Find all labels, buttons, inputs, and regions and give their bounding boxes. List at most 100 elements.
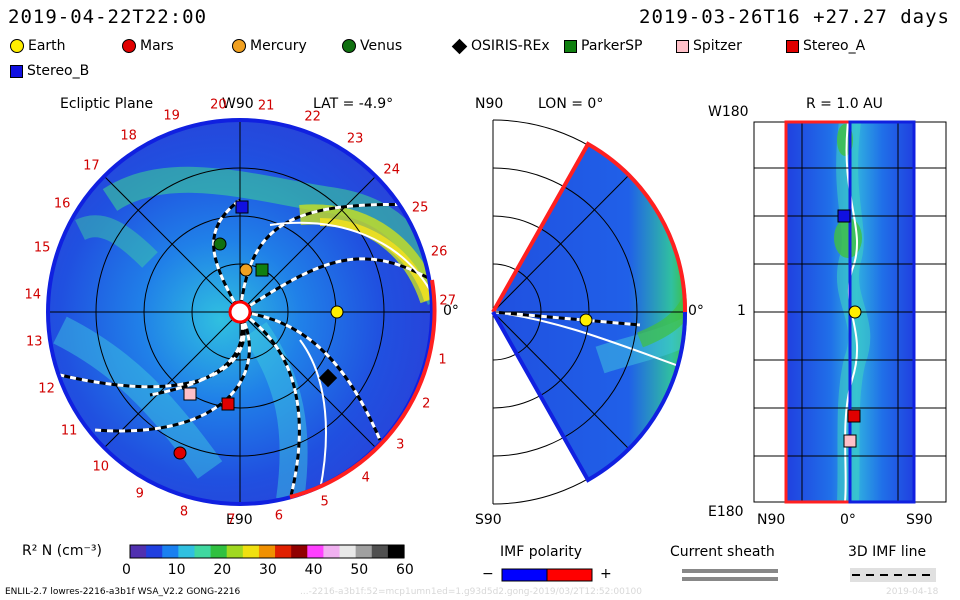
marker-stereo-b bbox=[235, 200, 249, 214]
day-number: 17 bbox=[83, 158, 100, 174]
day-number: 20 bbox=[210, 97, 227, 113]
day-number: 5 bbox=[320, 494, 329, 510]
day-number: 3 bbox=[396, 437, 405, 453]
meridional-lon-label: LON = 0° bbox=[538, 96, 604, 112]
marker-stereo-a bbox=[221, 397, 235, 411]
colorbar-segment bbox=[275, 545, 292, 558]
day-number: 16 bbox=[53, 196, 71, 212]
right-datetime: 2019-03-26T16 +27.27 days bbox=[639, 6, 950, 28]
colorbar-segment bbox=[178, 545, 196, 558]
day-number: 27 bbox=[439, 293, 456, 309]
ecliptic-title: Ecliptic Plane bbox=[60, 96, 154, 112]
day-number: 8 bbox=[179, 504, 189, 520]
legend-label: Stereo_A bbox=[803, 38, 866, 54]
day-number: 2 bbox=[422, 396, 431, 412]
marker-spitzer bbox=[183, 387, 197, 401]
day-number: 22 bbox=[304, 109, 321, 125]
legend-label: OSIRIS-REx bbox=[471, 38, 550, 54]
day-number: 4 bbox=[361, 470, 370, 486]
colorbar-segment bbox=[242, 545, 260, 558]
colorbar-segment bbox=[355, 545, 373, 558]
legend-label: Spitzer bbox=[693, 38, 742, 54]
colorbar-segment bbox=[194, 545, 212, 558]
day-number: 13 bbox=[25, 334, 43, 350]
colorbar-segment bbox=[387, 545, 405, 558]
mars-icon bbox=[122, 39, 136, 53]
legend-label: ParkerSP bbox=[581, 38, 643, 54]
legend-item-osiris-rex: OSIRIS-REx bbox=[451, 38, 550, 54]
marker-earth bbox=[848, 305, 862, 319]
day-number: 18 bbox=[120, 128, 137, 144]
day-number: 26 bbox=[430, 244, 448, 260]
day-number: 12 bbox=[38, 381, 55, 397]
legend-label: Mercury bbox=[250, 38, 307, 54]
colorbar-tick-label: 30 bbox=[259, 562, 277, 578]
ecliptic-bottom-label: E90 bbox=[226, 512, 253, 528]
left-datetime: 2019-04-22T22:00 bbox=[8, 6, 208, 28]
meridional-top-label: N90 bbox=[475, 96, 504, 112]
colorbar-tick-label: 40 bbox=[304, 562, 323, 578]
colorbar-segment bbox=[291, 545, 308, 558]
day-number: 1 bbox=[438, 352, 447, 367]
colorbar-segment bbox=[371, 545, 389, 558]
colorbar-tick-label: 60 bbox=[396, 562, 414, 578]
legend-label: Earth bbox=[28, 38, 66, 54]
radial-bottom-left-label: E180 bbox=[708, 504, 744, 520]
colorbar-segment bbox=[210, 545, 228, 558]
day-number: 6 bbox=[274, 508, 284, 524]
legend-item-spitzer: Spitzer bbox=[676, 38, 742, 54]
ecliptic-plane-panel bbox=[46, 118, 437, 506]
radial-bottom-n90: N90 bbox=[757, 512, 786, 528]
colorbar-label: R² N (cm⁻³) bbox=[22, 543, 102, 559]
colorbar-tick-label: 0 bbox=[122, 562, 131, 578]
colorbar-segment bbox=[146, 545, 163, 558]
colorbar-tick-label: 20 bbox=[213, 562, 232, 578]
marker-earth bbox=[330, 305, 344, 319]
radial-title: R = 1.0 AU bbox=[806, 96, 883, 112]
legend-item-mercury: Mercury bbox=[232, 38, 307, 54]
marker-mars bbox=[173, 446, 187, 460]
marker-stereo-b bbox=[837, 209, 851, 223]
ecliptic-lat-label: LAT = -4.9° bbox=[313, 96, 394, 112]
colorbar-frame bbox=[129, 544, 405, 559]
imf-line-title: 3D IMF line bbox=[848, 544, 927, 560]
radial-panel bbox=[753, 120, 947, 504]
marker-mercury bbox=[239, 263, 253, 277]
colorbar-tick-label: 50 bbox=[350, 562, 369, 578]
colorbar-segment bbox=[130, 545, 147, 558]
ecliptic-right-label: 0° bbox=[443, 303, 459, 319]
day-number: 10 bbox=[92, 459, 110, 475]
marker-osiris-rex bbox=[318, 368, 338, 388]
imf-plus-label: + bbox=[600, 566, 612, 582]
legend-item-venus: Venus bbox=[342, 38, 402, 54]
legend-item-parkersp: ParkerSP bbox=[564, 38, 642, 54]
legend-label: Mars bbox=[140, 38, 174, 54]
radial-bottom-0: 0° bbox=[840, 512, 856, 528]
meridional-bottom-label: S90 bbox=[475, 512, 502, 528]
imf-line-sample bbox=[850, 568, 936, 582]
spitzer-icon bbox=[676, 39, 689, 53]
legend-item-earth: Earth bbox=[10, 38, 66, 54]
faint-run-info: ...-2216-a3b1f:52=mcp1umn1ed=1.g93d5d2.g… bbox=[300, 587, 642, 597]
day-number: 24 bbox=[383, 162, 400, 178]
density-colorbar bbox=[129, 544, 405, 559]
colorbar-segment bbox=[258, 545, 276, 558]
day-number: 15 bbox=[33, 240, 51, 256]
meridional-panel bbox=[491, 119, 688, 505]
venus-icon bbox=[342, 39, 356, 53]
current-sheath-sample bbox=[682, 569, 778, 581]
legend-item-stereo-b: Stereo_B bbox=[10, 63, 89, 79]
current-sheath-title: Current sheath bbox=[670, 544, 775, 560]
colorbar-segment bbox=[162, 545, 179, 558]
imf-minus-label: − bbox=[482, 566, 494, 582]
earth-icon bbox=[10, 39, 24, 53]
legend-item-stereo-a: Stereo_A bbox=[786, 38, 865, 54]
date-stamp: 2019-04-18 bbox=[886, 587, 939, 597]
imf-polarity-title: IMF polarity bbox=[500, 544, 583, 560]
day-number: 7 bbox=[227, 512, 236, 528]
marker-parker-sp bbox=[255, 263, 269, 277]
day-number: 11 bbox=[60, 423, 78, 439]
day-number: 14 bbox=[24, 287, 42, 303]
colorbar-segment bbox=[307, 545, 325, 558]
